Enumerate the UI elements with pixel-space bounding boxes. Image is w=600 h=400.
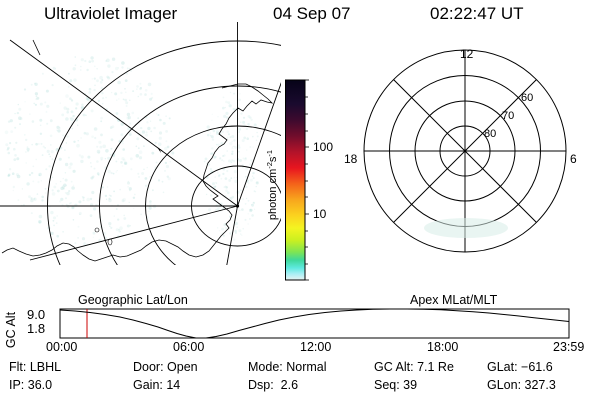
svg-text:Mode: Normal: Mode: Normal — [248, 360, 327, 374]
svg-text:10: 10 — [313, 207, 327, 221]
svg-text:12: 12 — [460, 47, 474, 61]
svg-text:9.0: 9.0 — [27, 307, 45, 322]
svg-text:04 Sep 07: 04 Sep 07 — [273, 4, 351, 23]
svg-text:70: 70 — [502, 110, 514, 122]
svg-text:18:00: 18:00 — [427, 340, 458, 354]
svg-text:Dsp: 2.6: Dsp: 2.6 — [248, 378, 298, 392]
svg-text:IP: 36.0: IP: 36.0 — [9, 378, 52, 392]
svg-text:Geographic Lat/Lon: Geographic Lat/Lon — [78, 293, 188, 307]
svg-text:100: 100 — [313, 140, 333, 154]
svg-text:GC Alt: 7.1 Re: GC Alt: 7.1 Re — [374, 360, 454, 374]
svg-text:photon cm-2s-1: photon cm-2s-1 — [265, 150, 279, 220]
svg-text:Apex MLat/MLT: Apex MLat/MLT — [410, 293, 498, 307]
svg-text:Ultraviolet Imager: Ultraviolet Imager — [44, 4, 178, 23]
svg-text:80: 80 — [484, 128, 496, 140]
svg-text:Gain: 14: Gain: 14 — [133, 378, 180, 392]
svg-text:Seq: 39: Seq: 39 — [374, 378, 417, 392]
svg-text:12:00: 12:00 — [300, 340, 331, 354]
svg-text:GLon: 327.3: GLon: 327.3 — [487, 378, 556, 392]
svg-text:06:00: 06:00 — [173, 340, 204, 354]
svg-text:GC Alt: GC Alt — [4, 311, 18, 348]
svg-text:Flt: LBHL: Flt: LBHL — [9, 360, 61, 374]
svg-text:Door: Open: Door: Open — [133, 360, 198, 374]
svg-text:00:00: 00:00 — [46, 340, 77, 354]
svg-text:1.8: 1.8 — [27, 321, 45, 336]
svg-text:6: 6 — [570, 152, 577, 166]
svg-text:02:22:47 UT: 02:22:47 UT — [430, 4, 524, 23]
svg-text:18: 18 — [344, 152, 358, 166]
svg-text:GLat: −61.6: GLat: −61.6 — [487, 360, 553, 374]
svg-text:23:59: 23:59 — [553, 340, 584, 354]
svg-text:60: 60 — [521, 92, 533, 104]
